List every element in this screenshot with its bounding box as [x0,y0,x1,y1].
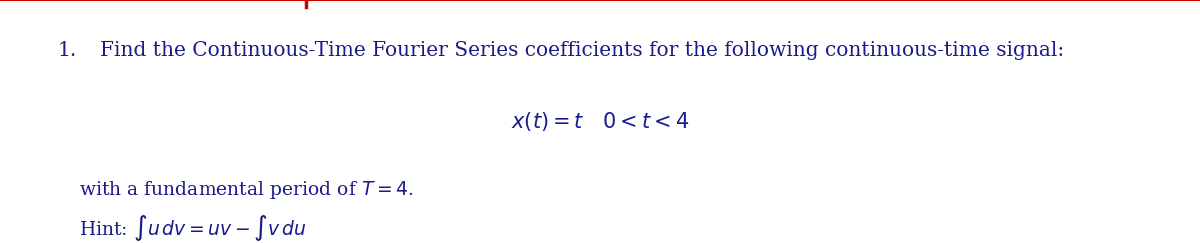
Text: 1.: 1. [58,41,77,60]
Text: Hint: $\int u\,dv = uv - \int v\,du$: Hint: $\int u\,dv = uv - \int v\,du$ [79,213,307,243]
Text: $x(t) = t \quad 0 < t < 4$: $x(t) = t \quad 0 < t < 4$ [511,110,689,133]
Text: Find the Continuous-Time Fourier Series coefficients for the following continuou: Find the Continuous-Time Fourier Series … [100,41,1064,60]
Text: with a fundamental period of $T = 4$.: with a fundamental period of $T = 4$. [79,179,414,200]
